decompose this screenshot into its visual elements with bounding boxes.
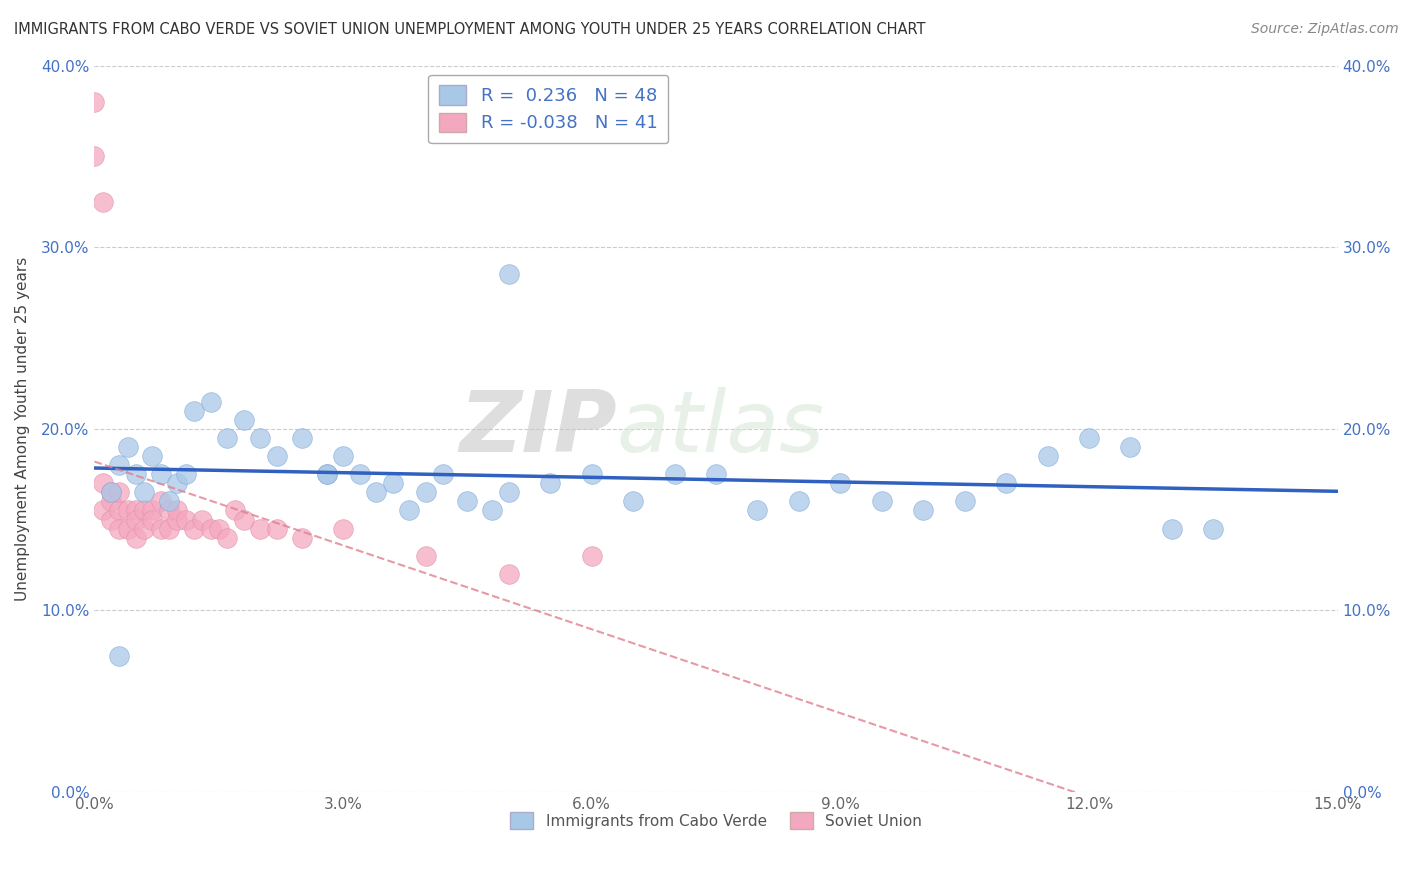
Point [1036,449,1059,463]
Point [456,494,478,508]
Point [166,503,188,517]
Point [100,485,122,500]
Point [108,485,131,500]
Point [1078,431,1101,445]
Point [141,503,163,517]
Point [134,522,156,536]
Point [581,549,603,563]
Point [100,512,122,526]
Point [432,467,454,482]
Point [217,431,239,445]
Point [498,567,520,582]
Point [1202,522,1225,536]
Point [125,512,148,526]
Point [912,503,935,517]
Point [581,467,603,482]
Point [366,485,388,500]
Point [174,512,197,526]
Point [91,194,114,209]
Point [174,467,197,482]
Point [83,95,105,109]
Text: IMMIGRANTS FROM CABO VERDE VS SOVIET UNION UNEMPLOYMENT AMONG YOUTH UNDER 25 YEA: IMMIGRANTS FROM CABO VERDE VS SOVIET UNI… [14,22,925,37]
Point [91,476,114,491]
Point [157,522,180,536]
Point [291,531,314,545]
Point [200,522,222,536]
Point [191,512,214,526]
Y-axis label: Unemployment Among Youth under 25 years: Unemployment Among Youth under 25 years [15,257,30,601]
Point [125,467,148,482]
Point [953,494,976,508]
Point [157,494,180,508]
Point [166,512,188,526]
Point [217,531,239,545]
Point [117,522,139,536]
Point [995,476,1018,491]
Point [332,522,354,536]
Point [91,503,114,517]
Point [266,522,288,536]
Point [134,503,156,517]
Point [332,449,354,463]
Point [141,512,163,526]
Point [266,449,288,463]
Point [166,476,188,491]
Point [291,431,314,445]
Point [117,440,139,454]
Point [149,522,172,536]
Legend: Immigrants from Cabo Verde, Soviet Union: Immigrants from Cabo Verde, Soviet Union [505,806,928,835]
Point [117,503,139,517]
Point [538,476,561,491]
Point [149,467,172,482]
Point [100,494,122,508]
Point [125,503,148,517]
Point [108,458,131,472]
Text: atlas: atlas [617,387,824,470]
Point [141,449,163,463]
Point [200,394,222,409]
Point [315,467,337,482]
Point [108,522,131,536]
Point [108,503,131,517]
Point [183,522,205,536]
Point [232,512,254,526]
Point [830,476,852,491]
Point [108,648,131,663]
Point [125,531,148,545]
Point [100,485,122,500]
Point [1119,440,1142,454]
Point [664,467,686,482]
Point [481,503,503,517]
Point [149,494,172,508]
Point [183,403,205,417]
Point [208,522,231,536]
Point [134,485,156,500]
Point [232,413,254,427]
Point [498,268,520,282]
Point [157,503,180,517]
Point [249,522,271,536]
Point [381,476,404,491]
Text: Source: ZipAtlas.com: Source: ZipAtlas.com [1251,22,1399,37]
Point [349,467,371,482]
Point [415,485,437,500]
Point [621,494,644,508]
Point [83,149,105,163]
Point [224,503,246,517]
Point [747,503,769,517]
Text: ZIP: ZIP [458,387,617,470]
Point [315,467,337,482]
Point [787,494,810,508]
Point [498,485,520,500]
Point [415,549,437,563]
Point [704,467,727,482]
Point [1160,522,1182,536]
Point [870,494,893,508]
Point [398,503,420,517]
Point [249,431,271,445]
